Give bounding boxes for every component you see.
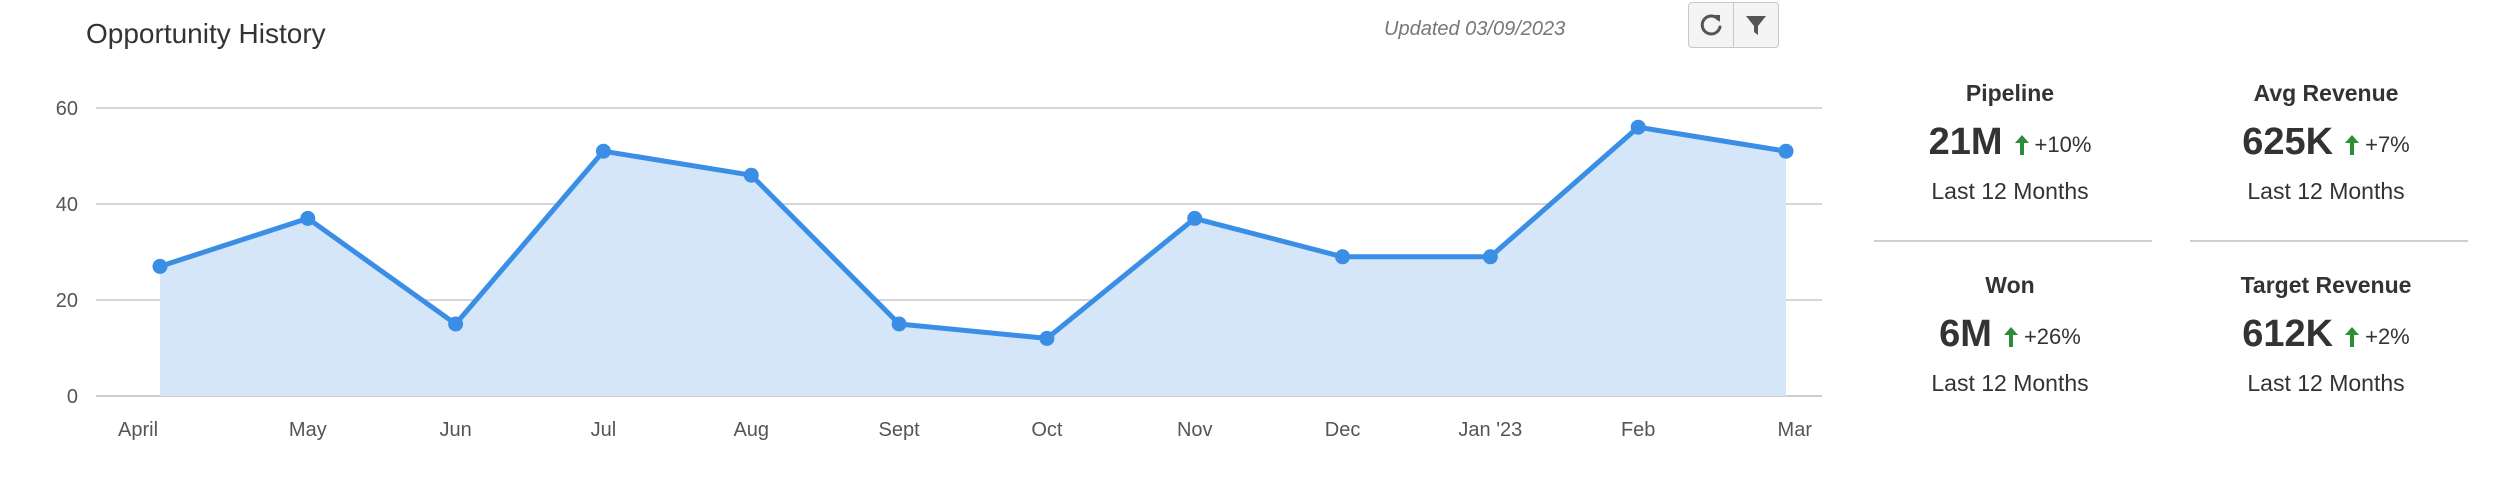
kpi-change: +2%	[2365, 324, 2410, 349]
refresh-icon	[1700, 14, 1722, 36]
arrow-up-icon	[2345, 327, 2360, 347]
data-point	[152, 258, 168, 274]
arrow-up-icon	[2345, 135, 2360, 155]
kpi-value: 6M	[1939, 312, 1992, 355]
kpi-period: Last 12 Months	[1931, 370, 2089, 396]
kpi-change: +26%	[2023, 324, 2081, 349]
kpi-label: Avg Revenue	[2253, 80, 2399, 106]
x-tick-label: Sept	[879, 419, 921, 441]
kpi-pipeline: Pipeline 21M +10% Last 12 Months	[1870, 80, 2150, 205]
data-point	[1187, 210, 1203, 226]
data-point	[1039, 330, 1055, 346]
area-fill	[160, 127, 1786, 396]
series-line	[157, 124, 1789, 341]
arrow-up-icon	[2003, 327, 2018, 347]
kpi-value: 612K	[2242, 312, 2334, 355]
kpi-avg-revenue: Avg Revenue 625K +7% Last 12 Months	[2186, 80, 2466, 205]
x-tick-label: Feb	[1621, 419, 1655, 441]
data-point	[448, 316, 464, 332]
x-tick-label: May	[289, 419, 327, 441]
x-tick-label: Jun	[440, 419, 472, 441]
filter-button[interactable]	[1733, 3, 1778, 47]
x-tick-label: Dec	[1325, 419, 1361, 441]
x-tick-label: Jul	[591, 419, 617, 441]
x-tick-label: Jan '23	[1458, 419, 1522, 441]
chart-title: Opportunity History	[86, 18, 326, 49]
filter-icon	[1746, 16, 1766, 35]
kpi-divider	[2190, 240, 2468, 242]
kpi-value: 625K	[2242, 120, 2334, 163]
y-tick-label: 20	[56, 290, 78, 312]
chart-toolbar	[1688, 2, 1779, 48]
kpi-period: Last 12 Months	[2247, 370, 2405, 396]
kpi-change: +10%	[2034, 132, 2092, 157]
data-point	[595, 143, 611, 159]
kpi-label: Target Revenue	[2240, 272, 2412, 298]
kpi-period: Last 12 Months	[2247, 178, 2405, 204]
y-tick-label: 0	[67, 386, 78, 408]
data-point	[300, 210, 316, 226]
kpi-label: Pipeline	[1965, 80, 2055, 106]
kpi-won: Won 6M +26% Last 12 Months	[1870, 272, 2150, 397]
data-point	[1482, 249, 1498, 265]
data-point	[1335, 249, 1351, 265]
kpi-change: +7%	[2365, 132, 2410, 157]
x-tick-label: April	[118, 419, 158, 441]
updated-timestamp: Updated 03/09/2023	[1384, 18, 1566, 40]
data-point	[1778, 143, 1794, 159]
arrow-up-icon	[2014, 135, 2029, 155]
data-point	[891, 316, 907, 332]
y-tick-label: 60	[56, 98, 78, 120]
x-tick-label: Aug	[733, 419, 769, 441]
refresh-button[interactable]	[1689, 3, 1733, 47]
kpi-value: 21M	[1928, 120, 2003, 163]
kpi-period: Last 12 Months	[1931, 178, 2089, 204]
y-tick-label: 40	[56, 194, 78, 216]
kpi-label: Won	[1985, 272, 2035, 298]
data-point	[1630, 119, 1646, 135]
x-tick-label: Oct	[1031, 419, 1063, 441]
opportunity-history-chart: 0 20 40 60 April May Jun Jul Aug Sept Oct Nov Dec Jan…	[56, 98, 1822, 441]
kpi-divider	[1874, 240, 2152, 242]
x-tick-label: Nov	[1177, 419, 1213, 441]
kpi-target-revenue: Target Revenue 612K +2% Last 12 Months	[2186, 272, 2466, 397]
x-tick-label: Mar	[1778, 419, 1813, 441]
data-point	[743, 167, 759, 183]
